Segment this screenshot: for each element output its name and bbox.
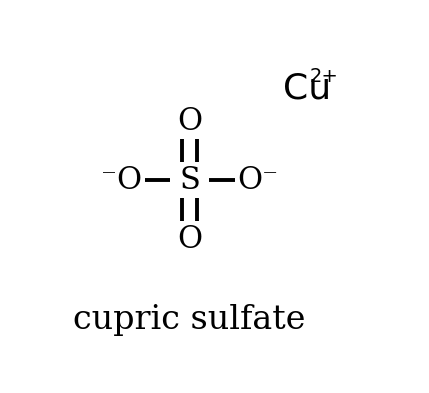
Text: O: O xyxy=(177,106,202,137)
Text: cupric sulfate: cupric sulfate xyxy=(73,303,306,336)
Text: O⁻: O⁻ xyxy=(237,165,278,196)
Text: O: O xyxy=(177,224,202,255)
Text: 2+: 2+ xyxy=(309,67,338,86)
Text: ⁻O: ⁻O xyxy=(101,165,142,196)
Text: Cu: Cu xyxy=(284,71,332,105)
Text: S: S xyxy=(179,165,200,196)
